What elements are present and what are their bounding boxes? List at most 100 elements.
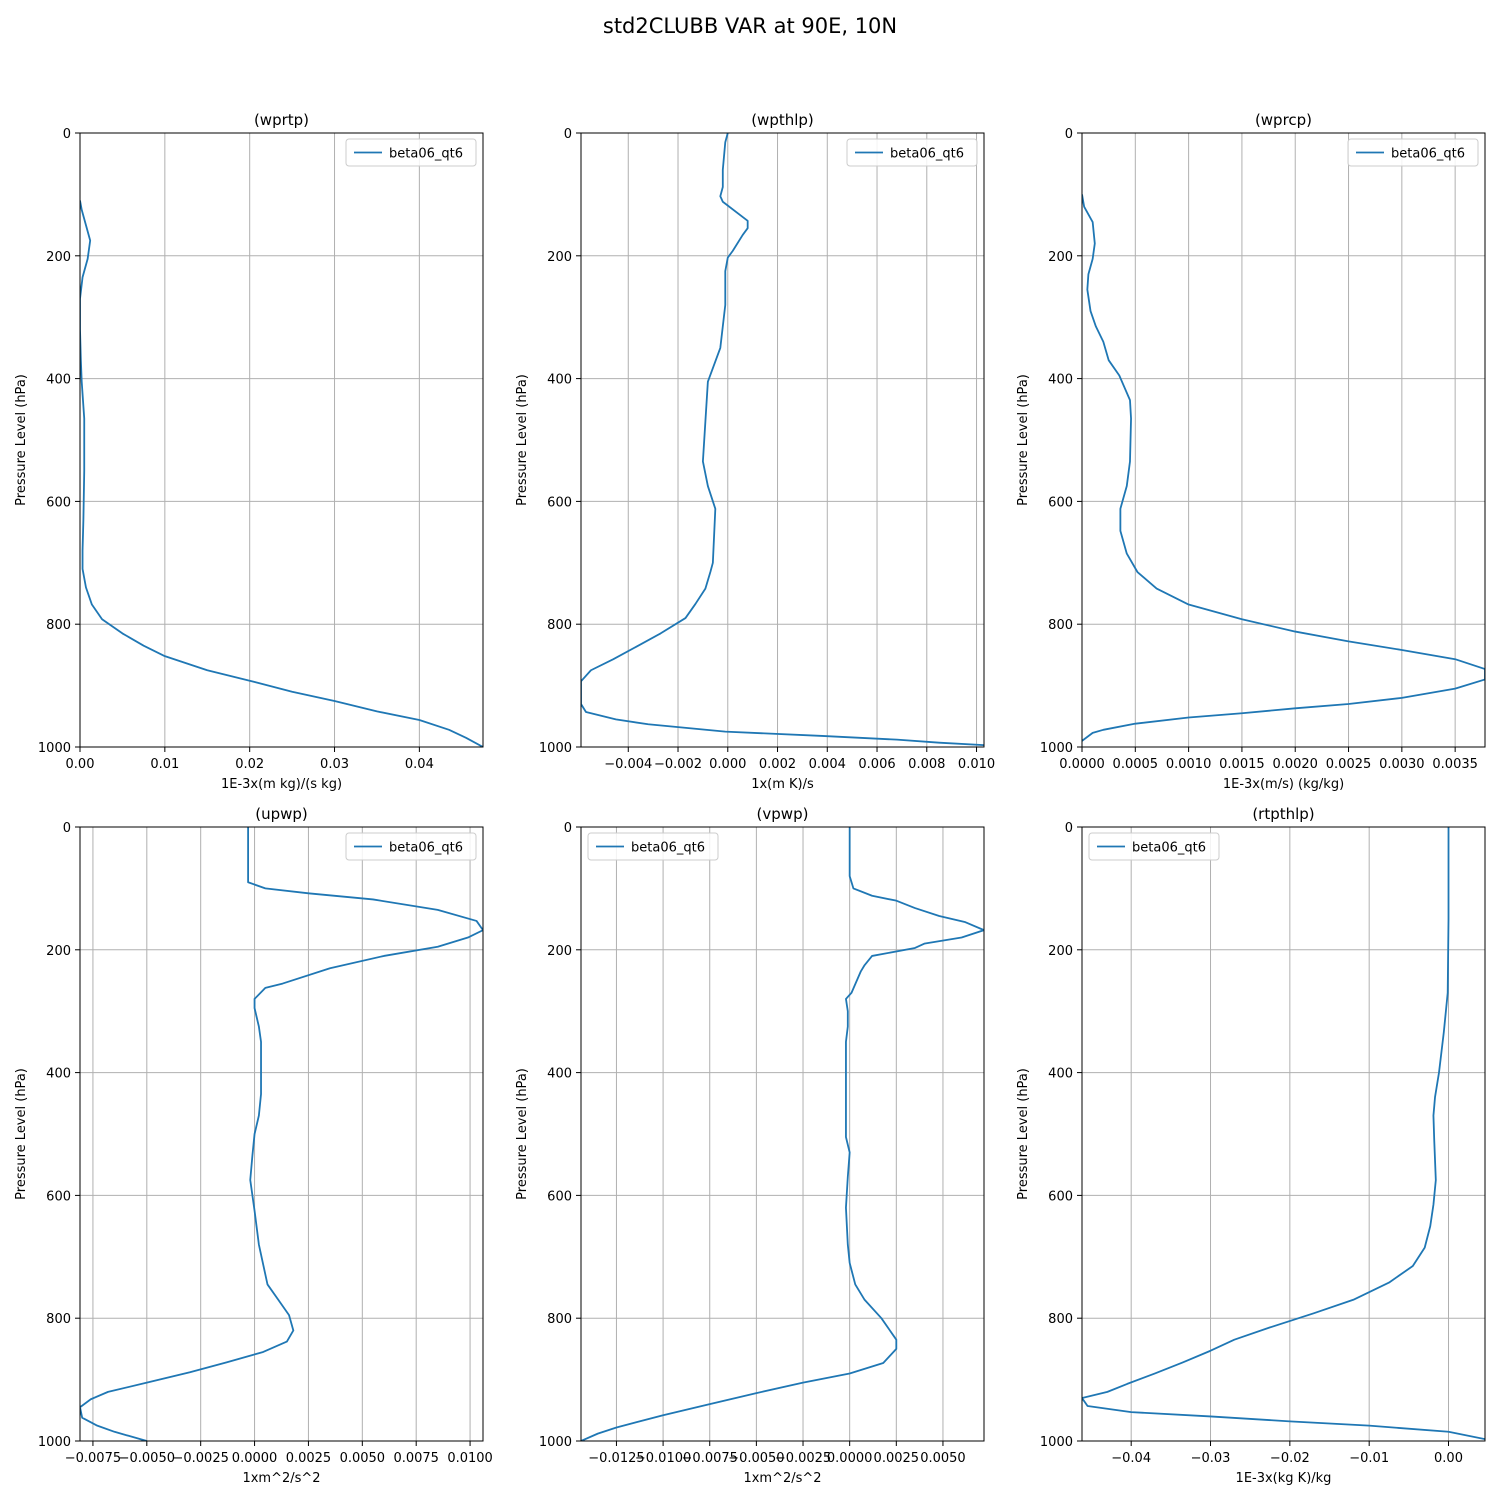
- x-tick-label: −0.0125: [588, 1451, 644, 1466]
- chart-panel-5: −0.0125−0.0100−0.0075−0.0050−0.00250.000…: [515, 805, 985, 1486]
- x-tick-label: −0.0075: [65, 1451, 121, 1466]
- x-axis-label: 1E-3x(m kg)/(s kg): [221, 777, 342, 792]
- x-tick-label: −0.0025: [172, 1451, 228, 1466]
- y-tick-label: 0: [564, 127, 572, 142]
- x-tick-label: 0.0025: [874, 1451, 920, 1466]
- y-tick-label: 0: [564, 821, 572, 836]
- y-tick-label: 400: [547, 1067, 572, 1082]
- series-line-beta06_qt6: [80, 827, 483, 1441]
- y-tick-label: 400: [547, 373, 572, 388]
- y-tick-label: 200: [46, 250, 71, 265]
- y-tick-label: 1000: [1040, 741, 1073, 756]
- panel-title: (upwp): [255, 805, 308, 823]
- legend-box: [1347, 138, 1479, 167]
- y-tick-label: 400: [46, 1067, 71, 1082]
- y-tick-label: 800: [46, 618, 71, 633]
- y-tick-label: 1000: [38, 1435, 71, 1450]
- axes-frame: [1081, 132, 1486, 748]
- legend-label: beta06_qt6: [389, 841, 463, 856]
- axes-frame: [79, 132, 484, 748]
- x-tick-label: 0.0005: [1113, 757, 1159, 772]
- series-line-beta06_qt6: [80, 200, 483, 747]
- chart-panel-4: −0.0075−0.0050−0.0025 0.0000 0.0025 0.0050 0…: [14, 805, 493, 1486]
- y-tick-label: 400: [1048, 1067, 1073, 1082]
- x-tick-label: 0.0000: [1059, 757, 1105, 772]
- x-tick-label: 0.03: [320, 757, 349, 772]
- x-tick-label: 0.002: [759, 757, 796, 772]
- x-tick-label: −0.0075: [682, 1451, 738, 1466]
- x-tick-label: 0.0000: [232, 1451, 278, 1466]
- series-line-beta06_qt6: [581, 133, 984, 747]
- legend-label: beta06_qt6: [389, 147, 463, 162]
- y-tick-label: 600: [1048, 1189, 1073, 1204]
- x-tick-label: 0.00: [66, 757, 95, 772]
- x-tick-label: 0.0050: [920, 1451, 966, 1466]
- x-tick-label: 0.0020: [1272, 757, 1318, 772]
- panel-title: (wpthlp): [751, 111, 814, 129]
- x-tick-label: 0.000: [709, 757, 746, 772]
- x-tick-label: 0.006: [858, 757, 895, 772]
- legend: beta06_qt6: [587, 832, 719, 861]
- y-axis-label: Pressure Level (hPa): [1016, 1068, 1031, 1200]
- x-tick-label: 0.02: [235, 757, 264, 772]
- legend: beta06_qt6: [1088, 832, 1220, 861]
- y-tick-label: 0: [1065, 821, 1073, 836]
- x-tick-label: 0.0075: [393, 1451, 439, 1466]
- x-tick-label: −0.01: [1349, 1451, 1389, 1466]
- series-line-beta06_qt6: [1082, 827, 1485, 1441]
- axes-frame: [79, 826, 484, 1442]
- x-tick-label: 0.01: [150, 757, 179, 772]
- y-axis-label: Pressure Level (hPa): [14, 374, 29, 506]
- y-tick-label: 800: [1048, 618, 1073, 633]
- y-tick-label: 600: [547, 495, 572, 510]
- legend-label: beta06_qt6: [1132, 841, 1206, 856]
- x-axis-label: 1x(m K)/s: [751, 777, 814, 792]
- x-tick-label: 0.04: [405, 757, 434, 772]
- x-tick-label: 0.0025: [286, 1451, 332, 1466]
- x-axis-label: 1E-3x(m/s) (kg/kg): [1223, 777, 1344, 792]
- series-line-beta06_qt6: [581, 827, 984, 1441]
- x-axis-label: 1xm^2/s^2: [242, 1471, 320, 1486]
- x-tick-label: 0.0015: [1219, 757, 1265, 772]
- axes-frame: [580, 132, 985, 748]
- legend-label: beta06_qt6: [631, 841, 705, 856]
- x-tick-label: 0.0010: [1166, 757, 1212, 772]
- x-tick-label: −0.0050: [119, 1451, 175, 1466]
- chart-panel-1: 0.00 0.01 0.02 0.03 0.04 0 200 400 600 800 1000 (wp…: [14, 111, 484, 792]
- y-tick-label: 0: [1065, 127, 1073, 142]
- x-tick-label: 0.004: [809, 757, 846, 772]
- x-tick-label: 0.0100: [447, 1451, 493, 1466]
- y-tick-label: 600: [46, 1189, 71, 1204]
- x-tick-label: −0.0050: [728, 1451, 784, 1466]
- y-tick-label: 600: [1048, 495, 1073, 510]
- y-tick-label: 600: [46, 495, 71, 510]
- x-axis-label: 1xm^2/s^2: [743, 1471, 821, 1486]
- axes-frame: [1081, 826, 1486, 1442]
- y-tick-label: 600: [547, 1189, 572, 1204]
- legend: beta06_qt6: [345, 832, 477, 861]
- y-tick-label: 200: [1048, 944, 1073, 959]
- y-tick-label: 400: [46, 373, 71, 388]
- y-tick-label: 800: [547, 1312, 572, 1327]
- legend-label: beta06_qt6: [890, 147, 964, 162]
- panel-title: (rtpthlp): [1252, 805, 1314, 823]
- legend-box: [345, 832, 477, 861]
- legend-box: [345, 138, 477, 167]
- legend-box: [846, 138, 978, 167]
- y-tick-label: 800: [46, 1312, 71, 1327]
- legend: beta06_qt6: [1347, 138, 1479, 167]
- y-axis-label: Pressure Level (hPa): [1016, 374, 1031, 506]
- y-tick-label: 200: [1048, 250, 1073, 265]
- chart-panel-6: −0.04 −0.03 −0.02 −0.01 0.00 0 200 400 600 800 100…: [1016, 805, 1486, 1486]
- x-tick-label: −0.0025: [775, 1451, 831, 1466]
- y-tick-label: 1000: [539, 741, 572, 756]
- x-tick-label: 0.0025: [1326, 757, 1372, 772]
- series-line-beta06_qt6: [1082, 194, 1485, 742]
- legend: beta06_qt6: [846, 138, 978, 167]
- y-tick-label: 800: [1048, 1312, 1073, 1327]
- x-tick-label: −0.03: [1191, 1451, 1231, 1466]
- figure-title: std2CLUBB VAR at 90E, 10N: [602, 14, 898, 38]
- panel-title: (wprcp): [1255, 111, 1312, 129]
- y-tick-label: 200: [547, 250, 572, 265]
